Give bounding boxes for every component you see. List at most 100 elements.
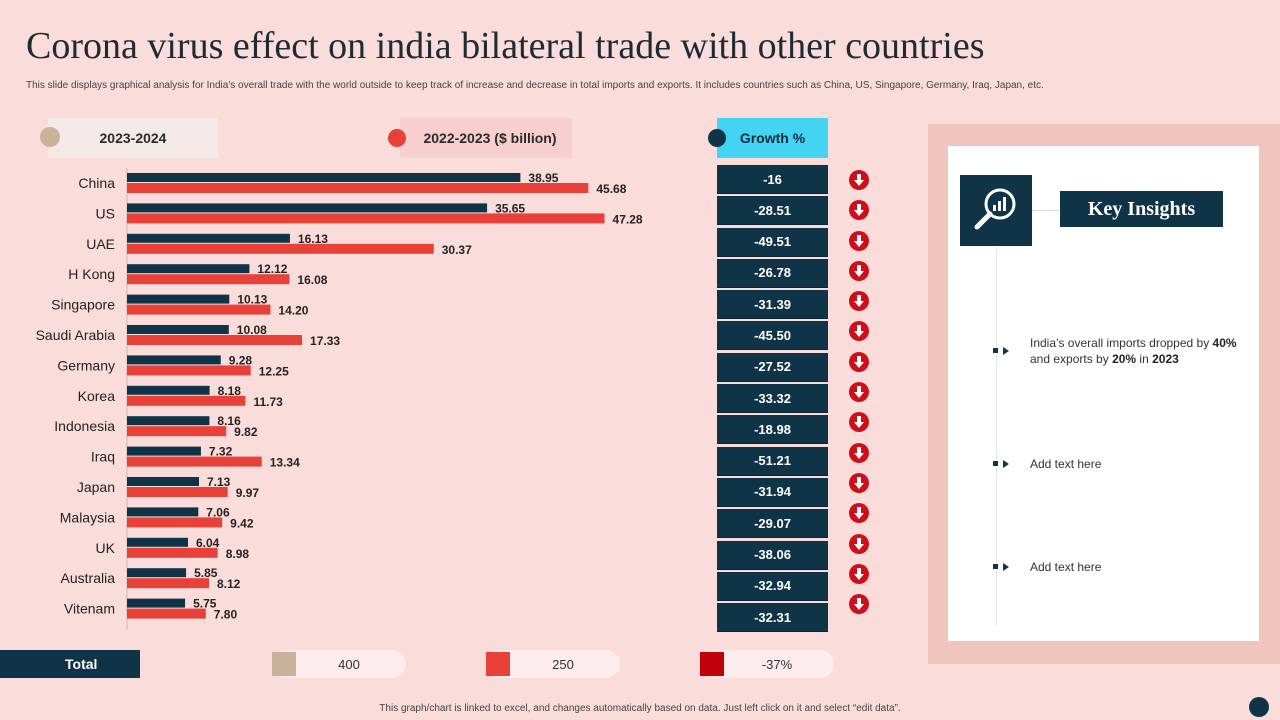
bar-2023-2024 [127, 598, 186, 608]
data-label-2023-2024: 8.18 [218, 384, 242, 398]
bar-2022-2023 [127, 487, 228, 497]
data-label-2023-2024: 16.13 [298, 232, 328, 246]
bar-2023-2024 [127, 264, 250, 274]
data-label-2022-2023: 30.37 [442, 243, 472, 257]
bar-2022-2023 [127, 304, 271, 315]
bar-2023-2024 [127, 446, 201, 456]
category-label: Indonesia [54, 418, 115, 434]
bar-2023-2024 [127, 507, 199, 517]
category-label: H Kong [68, 266, 115, 282]
total-swatch-growth [700, 652, 724, 676]
growth-column: -16 -28.51 -49.51 -26.78 -31.39 -45.50 -27.52-… [717, 165, 828, 634]
data-label-2022-2023: 13.34 [270, 456, 300, 470]
data-label-2023-2024: 12.12 [257, 262, 287, 276]
data-label-2023-2024: 9.28 [229, 353, 253, 367]
down-arrow-icon [849, 533, 869, 554]
data-label-2022-2023: 8.12 [217, 577, 241, 591]
data-label-2023-2024: 6.04 [196, 536, 220, 550]
down-arrow-icon [849, 200, 869, 221]
data-label-2023-2024: 8.16 [217, 414, 241, 428]
category-label: Japan [77, 479, 115, 495]
bar-2022-2023 [127, 608, 206, 619]
bar-2023-2024 [127, 233, 290, 243]
category-label: Malaysia [60, 509, 115, 525]
bar-2023-2024 [127, 173, 521, 182]
growth-value: -31.39 [717, 290, 828, 320]
category-label: Germany [57, 357, 115, 373]
category-label: China [78, 175, 115, 191]
down-arrow-icon [849, 442, 869, 463]
down-arrow-icon [849, 230, 869, 251]
bullet-icon [993, 346, 1013, 356]
growth-value: -16 [717, 165, 828, 194]
category-label: UK [96, 540, 116, 556]
data-label-2022-2023: 11.73 [253, 395, 283, 409]
data-label-2022-2023: 16.08 [297, 273, 327, 287]
bar-2022-2023 [127, 426, 227, 437]
down-arrow-icon [849, 503, 869, 524]
analytics-magnifier-icon [960, 175, 1032, 246]
bar-2023-2024 [127, 203, 488, 213]
bullet-icon [993, 459, 1013, 469]
down-arrow-icon [849, 563, 869, 584]
legend-growth: Growth % [717, 118, 828, 158]
bar-2022-2023 [127, 456, 262, 467]
bar-2023-2024 [127, 568, 187, 578]
data-label-2022-2023: 17.33 [310, 334, 340, 348]
legend-dot-2022-2023 [388, 129, 406, 147]
data-label-2022-2023: 9.97 [236, 486, 260, 500]
growth-value: -33.32 [717, 384, 828, 414]
legend-2023-2024: 2023-2024 [48, 118, 218, 158]
down-arrow-icon [849, 412, 869, 433]
data-label-2023-2024: 5.85 [194, 566, 218, 580]
down-arrow-icon [849, 291, 869, 312]
data-label-2022-2023: 9.82 [234, 425, 258, 439]
bar-2022-2023 [127, 243, 434, 254]
growth-value: -45.50 [717, 321, 828, 351]
data-label-2023-2024: 7.13 [207, 475, 231, 489]
category-label: Singapore [51, 297, 115, 313]
bar-2022-2023 [127, 335, 303, 345]
data-label-2022-2023: 7.80 [214, 608, 238, 622]
bar-2023-2024 [127, 325, 229, 334]
bar-2022-2023 [127, 547, 218, 558]
growth-value: -26.78 [717, 258, 828, 288]
growth-value: -27.52 [717, 352, 828, 382]
data-label-2023-2024: 7.06 [206, 505, 230, 519]
data-label-2023-2024: 10.13 [237, 293, 267, 307]
legend-dot-growth [708, 129, 726, 147]
bar-chart: China 38.95 45.68 US 35.65 47.28 UAE 16.13 30.37… [36, 168, 643, 629]
bar-2023-2024 [127, 294, 230, 304]
bar-2023-2024 [127, 355, 221, 365]
insight-item-1: India’s overall imports dropped by 40% a… [1030, 336, 1237, 366]
legend-2022-2023: 2022-2023 ($ billion) [400, 118, 572, 158]
growth-arrows [849, 170, 871, 624]
growth-value: -29.07 [717, 509, 828, 539]
bar-2023-2024 [127, 385, 210, 395]
category-label: US [96, 205, 115, 221]
total-swatch-2023-2024 [272, 652, 296, 676]
down-arrow-icon [849, 472, 869, 493]
bar-2023-2024 [127, 537, 189, 547]
growth-value: -31.94 [717, 477, 828, 507]
data-label-2023-2024: 35.65 [495, 201, 525, 215]
growth-value: -32.31 [717, 603, 828, 633]
down-arrow-icon [849, 321, 869, 342]
data-label-2022-2023: 9.42 [230, 516, 254, 530]
down-arrow-icon [849, 351, 869, 372]
bar-2023-2024 [127, 416, 210, 426]
bar-2022-2023 [127, 578, 210, 589]
data-label-2023-2024: 5.75 [193, 597, 217, 611]
corner-dot [1249, 697, 1269, 717]
data-label-2022-2023: 45.68 [596, 182, 626, 196]
down-arrow-icon [849, 170, 869, 190]
bullet-icon [993, 562, 1013, 572]
data-label-2023-2024: 38.95 [528, 171, 558, 185]
bar-2022-2023 [127, 517, 223, 528]
key-insights-heading: Key Insights [1060, 191, 1223, 227]
data-label-2022-2023: 14.20 [278, 304, 308, 318]
data-label-2022-2023: 47.28 [613, 212, 643, 226]
legend-dot-2023-2024 [40, 127, 60, 147]
down-arrow-icon [849, 260, 869, 281]
bar-2022-2023 [127, 274, 290, 285]
